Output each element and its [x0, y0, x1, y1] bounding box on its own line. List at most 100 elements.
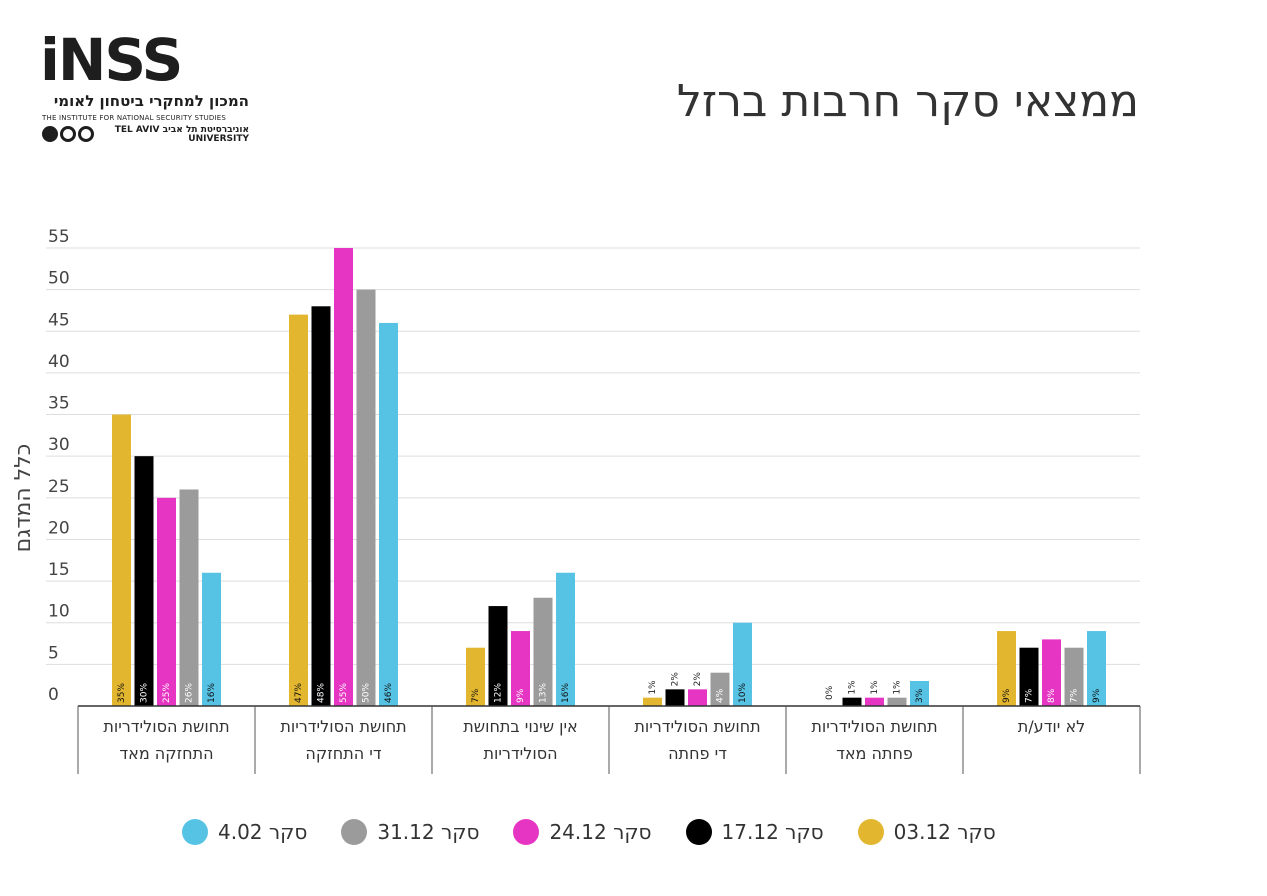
- bar-cat2-series2: [511, 631, 530, 706]
- bar-cat1-series1: [311, 306, 331, 706]
- bar-label-cat5-series1: 7%: [1025, 688, 1035, 703]
- axes: [77, 705, 1141, 774]
- bar-label-cat5-series2: 8%: [1047, 688, 1057, 703]
- bar-cat0-series3: [179, 489, 199, 706]
- bar-label-cat0-series0: 35%: [117, 683, 127, 703]
- legend-swatch-3: [341, 819, 368, 845]
- bar-label-cat2-series0: 7%: [471, 688, 481, 703]
- bar-cat5-series1: [1019, 647, 1039, 706]
- y-tick-5: 5: [48, 643, 59, 663]
- y-tick-35: 35: [48, 394, 70, 414]
- bar-label-cat3-series4: 10%: [738, 683, 748, 703]
- bar-cat4-series2: [865, 697, 884, 706]
- legend-item-4: סקר 4.02: [182, 819, 317, 845]
- y-tick-labels: 0 5 10 15 20 25 30 35 40 45 50 55: [48, 227, 70, 705]
- logo-circles-icon: [42, 126, 94, 142]
- category-label-4-line-0: תחושת הסולידריות: [811, 717, 937, 736]
- bar-label-cat0-series2: 25%: [162, 683, 172, 703]
- logo-english-name: THE INSTITUTE FOR NATIONAL SECURITY STUD…: [42, 114, 227, 122]
- logo-university: TEL AVIV אוניברסיטת תל אביב UNIVERSITY: [114, 125, 249, 144]
- bar-cat3-series3: [710, 672, 730, 706]
- bar-label-cat2-series1: 12%: [494, 683, 504, 703]
- category-label-1-line-0: תחושת הסולידריות: [280, 717, 406, 736]
- category-label-2-line-1: הסולידריות: [483, 744, 557, 763]
- bar-cat5-series0: [997, 631, 1016, 706]
- bar-cat1-series2: [334, 248, 353, 706]
- bar-cat2-series4: [556, 572, 575, 706]
- y-axis-label: כלל המדגם: [11, 444, 36, 553]
- bar-cat1-series4: [379, 322, 398, 706]
- y-tick-0: 0: [48, 685, 59, 705]
- bar-label-cat3-series3: 4%: [716, 688, 726, 703]
- bar-cat2-series0: [466, 647, 485, 706]
- category-label-0-line-0: תחושת הסולידריות: [103, 717, 229, 736]
- category-label-3-line-1: די פחתה: [668, 744, 727, 763]
- bar-label-cat3-series0: 1%: [648, 680, 658, 695]
- y-tick-10: 10: [48, 602, 70, 622]
- y-tick-45: 45: [48, 310, 70, 330]
- legend-label-1: סקר 17.12: [721, 820, 824, 844]
- bar-cat1-series3: [356, 289, 376, 706]
- logo-hebrew-name: המכון למחקרי ביטחון לאומי: [53, 92, 249, 110]
- bar-cat1-series0: [289, 314, 308, 706]
- bar-label-cat0-series4: 16%: [207, 683, 217, 703]
- bar-label-extra-0: 0%: [825, 685, 835, 700]
- bar-cat2-series3: [533, 597, 553, 706]
- bar-cat0-series1: [134, 456, 154, 706]
- legend-label-0: סקר 03.12: [893, 820, 996, 844]
- page-title: ממצאי סקר חרבות ברזל: [676, 76, 1139, 127]
- legend-swatch-0: [857, 819, 884, 845]
- bar-label-cat5-series4: 9%: [1092, 688, 1102, 703]
- bar-cat3-series2: [688, 689, 707, 706]
- legend-item-1: סקר 17.12: [685, 819, 834, 845]
- bar-cat3-series1: [665, 689, 685, 706]
- bar-cat2-series1: [488, 606, 508, 706]
- legend-item-0: סקר 03.12: [857, 819, 1006, 845]
- bar-cat5-series2: [1042, 639, 1061, 706]
- bar-label-cat5-series3: 7%: [1070, 688, 1080, 703]
- y-tick-40: 40: [48, 352, 70, 372]
- category-label-3-line-0: תחושת הסולידריות: [634, 717, 760, 736]
- bar-label-cat3-series1: 2%: [671, 672, 681, 687]
- bar-label-cat1-series2: 55%: [339, 683, 349, 703]
- grid-lines: [46, 247, 1140, 665]
- legend-swatch-4: [182, 819, 208, 845]
- legend-label-3: סקר 31.12: [377, 820, 480, 844]
- inss-logo: iNSS המכון למחקרי ביטחון לאומי THE INSTI…: [40, 30, 255, 148]
- y-tick-55: 55: [48, 227, 70, 247]
- bar-cat0-series0: [112, 414, 131, 706]
- bar-label-cat4-series4: 3%: [915, 688, 925, 703]
- bar-label-cat2-series4: 16%: [561, 683, 571, 703]
- bar-cat0-series2: [157, 497, 176, 706]
- category-label-4-line-1: פחתה מאד: [836, 744, 913, 763]
- bar-label-cat3-series2: 2%: [693, 672, 703, 687]
- bar-label-cat0-series3: 26%: [185, 683, 195, 703]
- bar-label-cat1-series0: 47%: [294, 683, 304, 703]
- bar-label-cat4-series1: 1%: [848, 680, 858, 695]
- legend-item-3: סקר 31.12: [341, 819, 489, 845]
- bar-cat0-series4: [202, 572, 221, 706]
- bars: [112, 248, 1106, 706]
- legend-label-4: סקר 4.02: [218, 820, 308, 844]
- y-tick-50: 50: [48, 269, 70, 289]
- y-tick-25: 25: [48, 477, 70, 497]
- legend-swatch-1: [685, 819, 712, 845]
- bar-cat4-series3: [887, 697, 907, 706]
- bar-cat3-series0: [643, 697, 662, 706]
- bar-label-cat2-series3: 13%: [539, 683, 549, 703]
- y-tick-30: 30: [48, 435, 70, 455]
- bar-cat5-series3: [1064, 647, 1084, 706]
- bar-label-cat5-series0: 9%: [1002, 688, 1012, 703]
- bar-cat4-series1: [842, 697, 862, 706]
- bar-labels: 35% 30% 25% 26% 16% 47% 48% 55% 50% 46% 7% 12% 9% 13%…: [117, 672, 1102, 703]
- y-tick-15: 15: [48, 560, 70, 580]
- legend: סקר 03.12 סקר 17.12 סקר 24.12 סקר 31.12 סקר …: [158, 812, 1006, 852]
- category-label-1-line-1: די התחזקה: [305, 744, 381, 763]
- legend-swatch-2: [513, 819, 540, 845]
- logo-wordmark: iNSS: [40, 26, 183, 94]
- bar-label-cat1-series3: 50%: [362, 683, 372, 703]
- category-label-5-line-0: לא יודע/ת: [1018, 717, 1085, 736]
- bar-cat5-series4: [1087, 631, 1106, 706]
- legend-label-2: סקר 24.12: [549, 820, 652, 844]
